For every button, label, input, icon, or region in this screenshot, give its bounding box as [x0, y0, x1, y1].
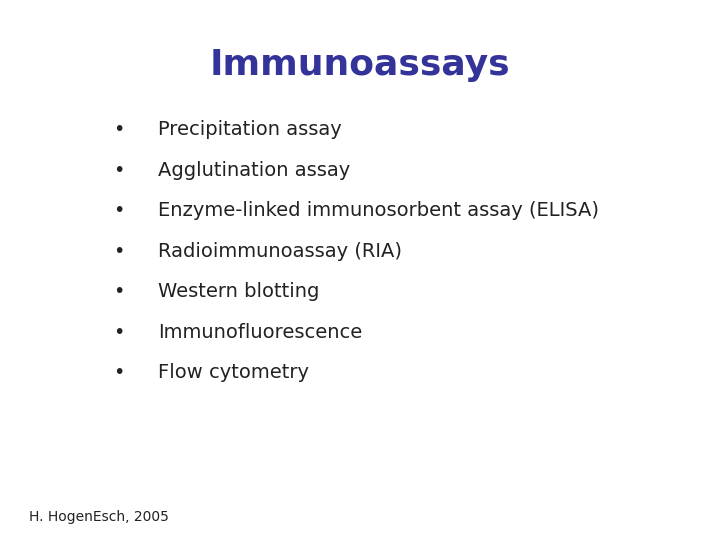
Text: Radioimmunoassay (RIA): Radioimmunoassay (RIA) [158, 241, 402, 261]
Text: Western blotting: Western blotting [158, 282, 320, 301]
Text: Agglutination assay: Agglutination assay [158, 160, 351, 180]
Text: •: • [113, 363, 125, 382]
Text: Precipitation assay: Precipitation assay [158, 120, 342, 139]
Text: •: • [113, 322, 125, 342]
Text: Flow cytometry: Flow cytometry [158, 363, 310, 382]
Text: Immunoassays: Immunoassays [210, 48, 510, 82]
Text: •: • [113, 241, 125, 261]
Text: H. HogenEsch, 2005: H. HogenEsch, 2005 [29, 510, 168, 524]
Text: •: • [113, 201, 125, 220]
Text: •: • [113, 282, 125, 301]
Text: Enzyme-linked immunosorbent assay (ELISA): Enzyme-linked immunosorbent assay (ELISA… [158, 201, 599, 220]
Text: •: • [113, 120, 125, 139]
Text: Immunofluorescence: Immunofluorescence [158, 322, 363, 342]
Text: •: • [113, 160, 125, 180]
